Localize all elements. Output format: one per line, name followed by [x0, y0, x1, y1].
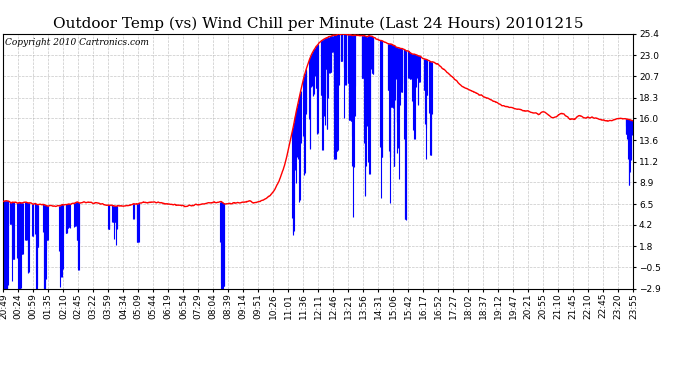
- Title: Outdoor Temp (vs) Wind Chill per Minute (Last 24 Hours) 20101215: Outdoor Temp (vs) Wind Chill per Minute …: [53, 17, 584, 31]
- Text: Copyright 2010 Cartronics.com: Copyright 2010 Cartronics.com: [5, 38, 148, 46]
